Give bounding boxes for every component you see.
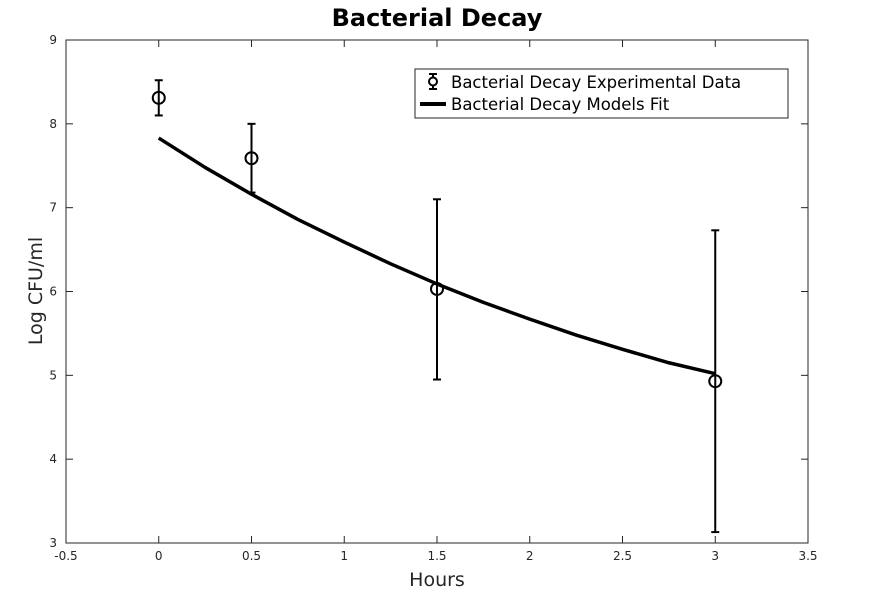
y-tick-label: 7 <box>49 201 57 215</box>
legend-label-fit: Bacterial Decay Models Fit <box>451 95 670 114</box>
x-axis: -0.5 0 0.5 1 1.5 2 2.5 3 3.5 <box>54 40 818 563</box>
data-marker <box>151 90 166 105</box>
x-tick-label: 0.5 <box>242 549 261 563</box>
chart-title: Bacterial Decay <box>332 4 543 32</box>
data-point <box>430 198 444 381</box>
legend-errorbar-icon <box>428 73 438 90</box>
data-point <box>244 122 259 194</box>
y-axis: 3 4 5 6 7 8 9 <box>49 33 808 550</box>
x-tick-label: 2 <box>526 549 534 563</box>
x-tick-label: -0.5 <box>54 549 77 563</box>
y-tick-label: 3 <box>49 536 57 550</box>
legend-box <box>414 68 789 119</box>
y-tick-label: 4 <box>49 452 57 466</box>
legend-label-experimental: Bacterial Decay Experimental Data <box>451 73 741 92</box>
data-marker <box>708 374 723 389</box>
data-point <box>151 79 166 117</box>
x-tick-label: 2.5 <box>613 549 632 563</box>
x-tick-label: 0 <box>155 549 163 563</box>
data-point <box>708 229 723 534</box>
x-axis-label: Hours <box>409 569 465 591</box>
x-tick-label: 3.5 <box>798 549 817 563</box>
y-tick-label: 8 <box>49 117 57 131</box>
x-tick-label: 1.5 <box>427 549 446 563</box>
y-axis-label: Log CFU/ml <box>25 237 47 345</box>
x-tick-label: 3 <box>711 549 719 563</box>
y-tick-label: 5 <box>49 368 57 382</box>
x-tick-label: 1 <box>340 549 348 563</box>
legend: Bacterial Decay Experimental Data Bacter… <box>414 68 789 119</box>
y-tick-label: 9 <box>49 33 57 47</box>
data-marker <box>244 151 259 166</box>
experimental-series <box>151 79 723 534</box>
data-marker <box>430 281 444 296</box>
y-tick-label: 6 <box>49 285 57 299</box>
